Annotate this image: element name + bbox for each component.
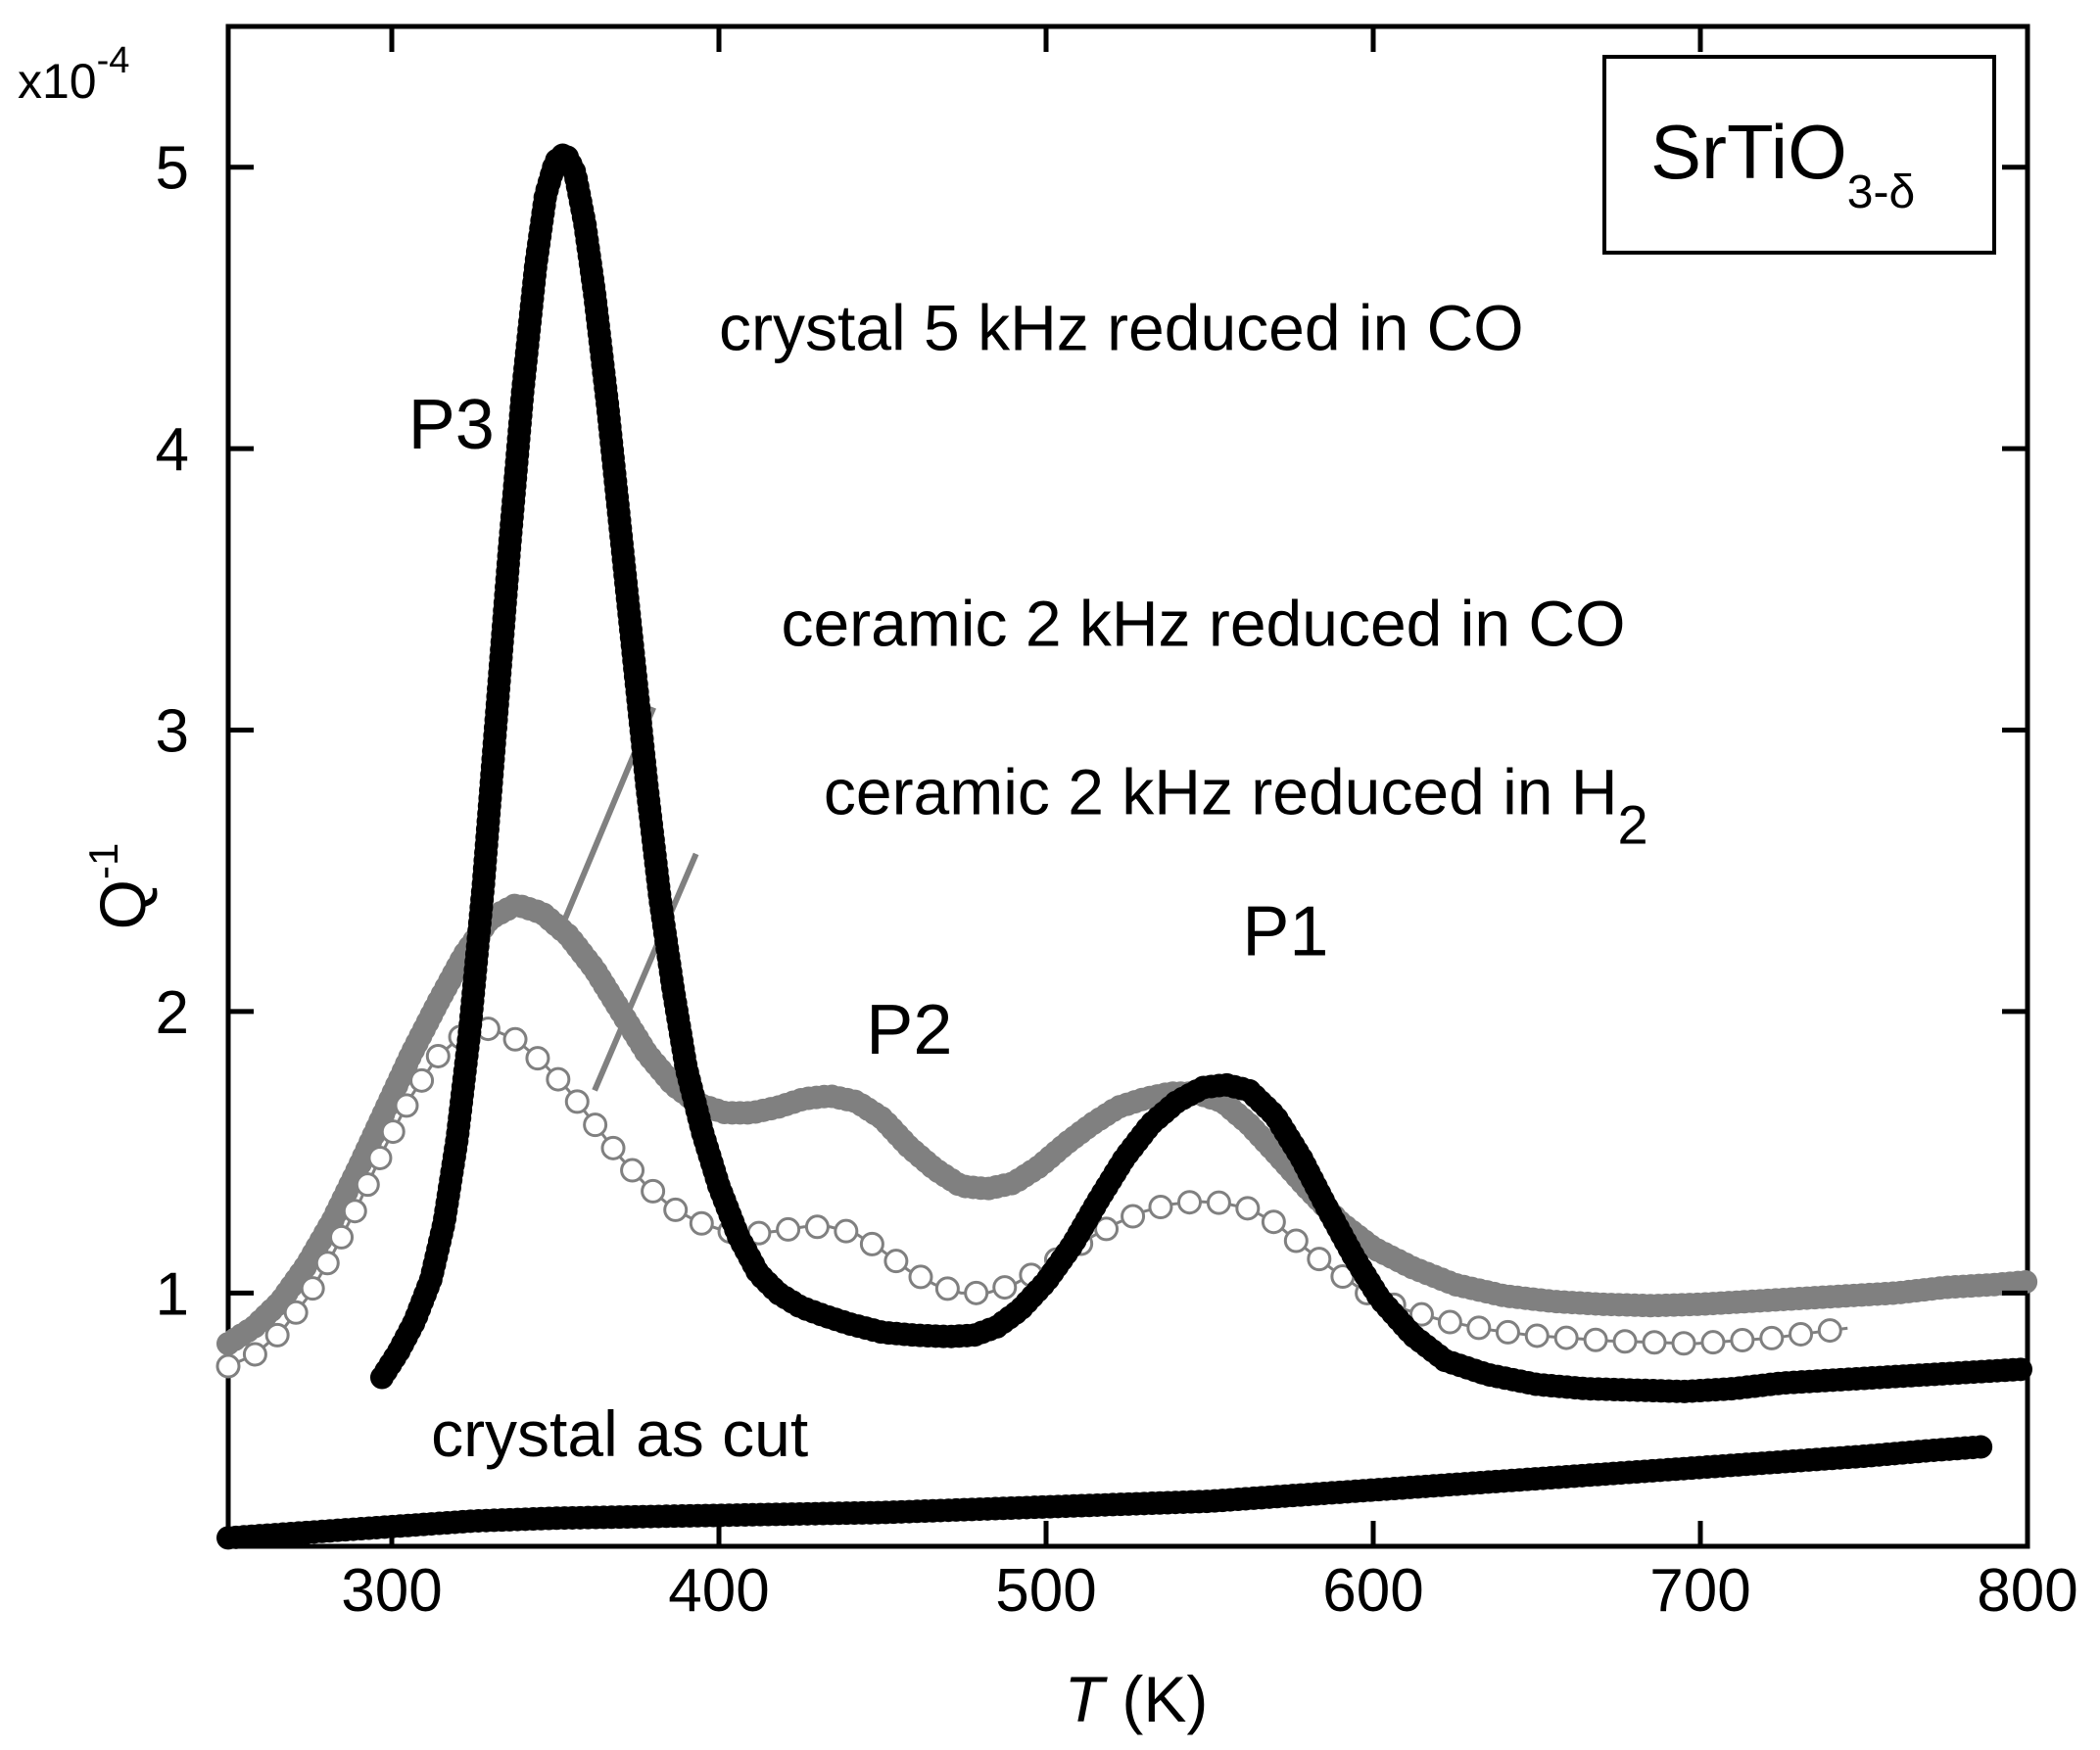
data-point <box>1700 1330 1726 1355</box>
data-point <box>242 1342 267 1367</box>
data-point <box>367 1145 393 1170</box>
data-point <box>1671 1331 1696 1356</box>
axis-ticks: 300 400 500 600 700 800 1 2 3 4 5 <box>156 26 2078 1625</box>
data-point <box>380 1119 406 1145</box>
data-point <box>329 1224 355 1250</box>
data-point <box>1583 1327 1608 1352</box>
x-tick-label: 600 <box>1322 1557 1423 1625</box>
data-point <box>1524 1323 1550 1348</box>
data-point <box>1495 1319 1520 1345</box>
legend-formula: SrTiO3-δ <box>1650 109 1915 218</box>
series-crystal-5-khz-reduced-in-co <box>369 143 2032 1403</box>
data-point <box>1789 1321 1814 1347</box>
y-tick-label: 1 <box>156 1260 189 1328</box>
data-point <box>264 1322 290 1348</box>
peak-label-p3: P3 <box>408 386 495 464</box>
data-point <box>689 1210 714 1236</box>
data-point <box>314 1251 340 1276</box>
data-point <box>2008 1357 2032 1382</box>
legend-box: SrTiO3-δ <box>1602 55 1996 255</box>
y-axis-multiplier: x10-4 <box>18 40 129 109</box>
data-point <box>992 1275 1018 1301</box>
data-point <box>1261 1209 1286 1235</box>
data-point <box>964 1280 989 1305</box>
x-tick-label: 500 <box>995 1557 1096 1625</box>
data-point <box>834 1218 859 1244</box>
data-point <box>1148 1194 1173 1219</box>
x-axis-title: T (K) <box>1065 1663 1209 1735</box>
data-point <box>1307 1247 1332 1272</box>
annotation-ceramic-h2: ceramic 2 kHz reduced in H2 <box>824 756 1648 856</box>
data-point <box>342 1199 367 1224</box>
data-point <box>1206 1190 1231 1215</box>
x-tick-label: 300 <box>341 1557 442 1625</box>
peak-label-p2: P2 <box>866 991 952 1069</box>
data-point <box>215 1353 241 1379</box>
annotation-crystal-as-cut: crystal as cut <box>431 1397 808 1470</box>
data-point <box>564 1089 590 1114</box>
leader-ceramic-h2 <box>592 852 699 1092</box>
data-point <box>1094 1216 1120 1242</box>
annotation-crystal-co: crystal 5 kHz reduced in CO <box>719 292 1524 364</box>
data-point <box>1235 1196 1261 1221</box>
data-point <box>883 1249 909 1274</box>
data-point <box>409 1067 435 1093</box>
data-point <box>641 1178 666 1204</box>
data-point <box>425 1043 451 1068</box>
data-point <box>804 1214 830 1240</box>
data-point <box>1642 1330 1667 1355</box>
data-point <box>776 1216 801 1242</box>
y-axis-title: Q-1 <box>80 843 159 930</box>
data-point <box>934 1276 960 1301</box>
data-series <box>215 143 2038 1550</box>
data-point <box>1759 1325 1785 1350</box>
data-point <box>502 1026 528 1052</box>
y-tick-label: 4 <box>156 416 189 484</box>
data-point <box>1817 1318 1842 1344</box>
y-tick-label: 5 <box>156 135 189 203</box>
y-tick-label: 2 <box>156 979 189 1047</box>
data-point <box>583 1112 608 1138</box>
series-ceramic-2-khz-reduced-in-h2 <box>215 1017 1848 1379</box>
data-point <box>1408 1301 1434 1327</box>
data-point <box>1437 1309 1462 1335</box>
plot-area-frame <box>225 24 2030 1549</box>
data-point <box>1176 1190 1202 1215</box>
data-point <box>2014 1269 2038 1294</box>
series-crystal-as-cut <box>216 1435 1993 1550</box>
data-point <box>1283 1228 1309 1253</box>
data-point <box>600 1135 626 1160</box>
data-point <box>1121 1204 1146 1229</box>
x-tick-label: 700 <box>1649 1557 1750 1625</box>
data-point <box>908 1264 933 1290</box>
data-point <box>1612 1329 1638 1354</box>
data-point <box>1969 1435 1993 1459</box>
annotation-ceramic-co: ceramic 2 kHz reduced in CO <box>781 587 1625 659</box>
legend-box-frame <box>1602 55 1996 255</box>
data-point <box>859 1231 884 1256</box>
series-ceramic-2-khz-reduced-in-co <box>216 893 2038 1356</box>
data-point <box>525 1046 550 1071</box>
data-point <box>394 1093 419 1118</box>
series-line <box>227 903 2028 1346</box>
data-point <box>283 1300 309 1325</box>
data-point <box>355 1172 380 1198</box>
data-point <box>546 1066 571 1092</box>
x-tick-label: 800 <box>1977 1557 2077 1625</box>
data-point <box>1730 1328 1755 1353</box>
x-tick-label: 400 <box>668 1557 769 1625</box>
data-point <box>300 1276 325 1301</box>
data-point <box>1553 1325 1579 1350</box>
data-point <box>663 1197 689 1222</box>
peak-label-p1: P1 <box>1242 892 1328 970</box>
data-point <box>1466 1315 1492 1341</box>
data-point <box>620 1158 645 1183</box>
y-tick-label: 3 <box>156 698 189 766</box>
